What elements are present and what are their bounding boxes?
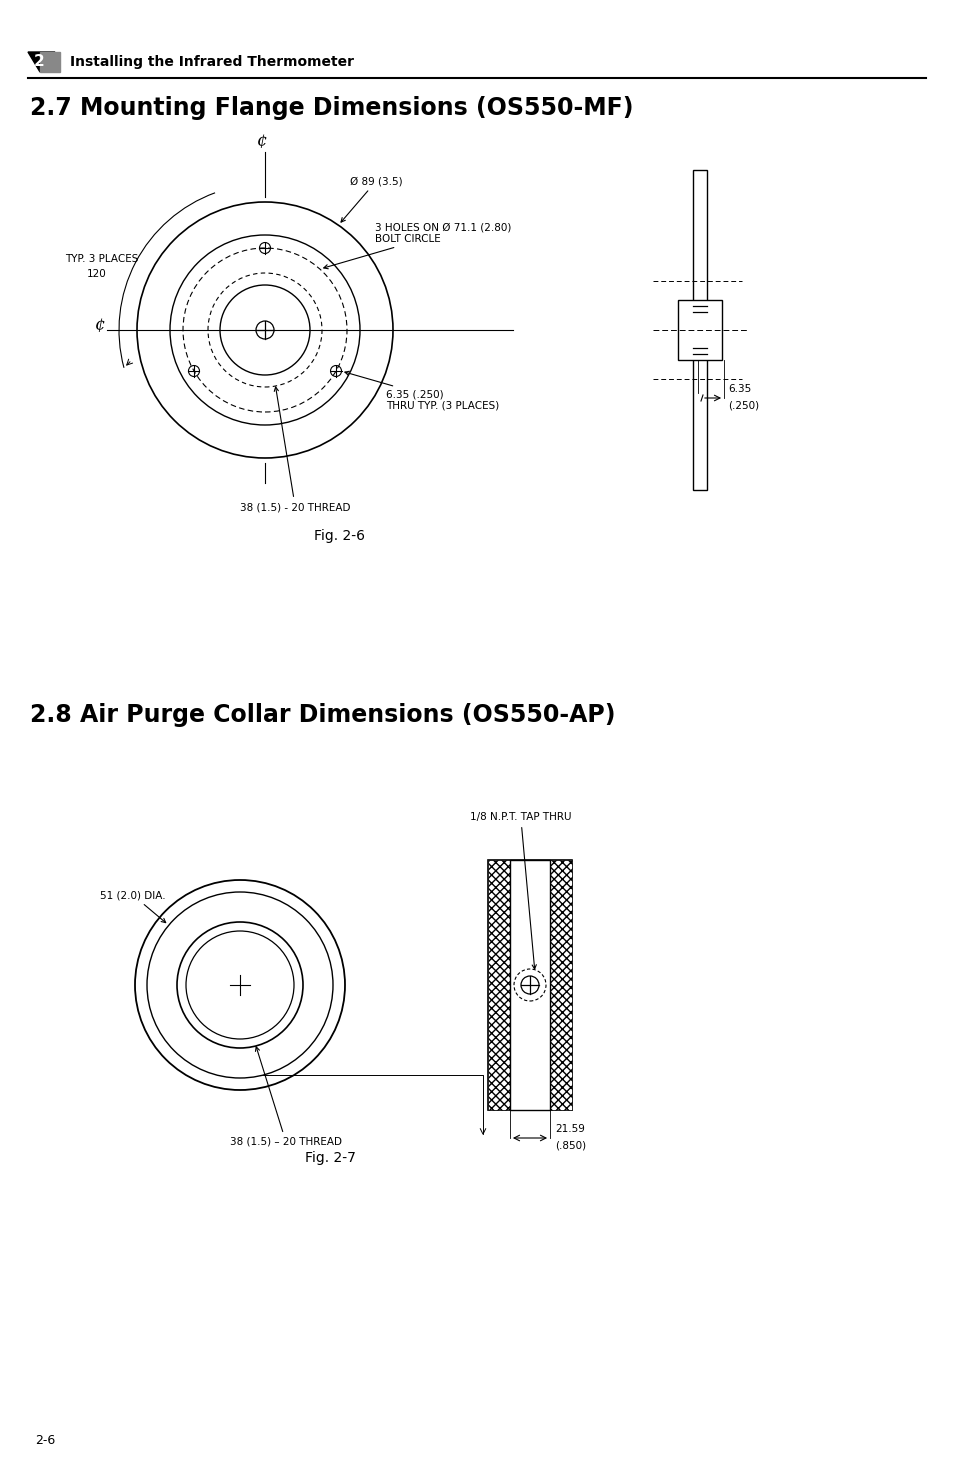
Text: Installing the Infrared Thermometer: Installing the Infrared Thermometer xyxy=(70,55,354,69)
Text: Fig. 2-7: Fig. 2-7 xyxy=(304,1150,355,1165)
Text: 38 (1.5) – 20 THREAD: 38 (1.5) – 20 THREAD xyxy=(230,1047,341,1148)
Text: 2: 2 xyxy=(33,55,45,69)
Bar xyxy=(550,860,572,1111)
Text: 2-6: 2-6 xyxy=(35,1434,55,1447)
Polygon shape xyxy=(40,52,60,72)
Text: TYP. 3 PLACES: TYP. 3 PLACES xyxy=(65,254,138,264)
Bar xyxy=(510,860,550,1111)
Text: 120: 120 xyxy=(87,268,107,279)
Text: 6.35: 6.35 xyxy=(727,384,750,394)
Text: 6.35 (.250)
THRU TYP. (3 PLACES): 6.35 (.250) THRU TYP. (3 PLACES) xyxy=(345,372,498,412)
Text: 1/8 N.P.T. TAP THRU: 1/8 N.P.T. TAP THRU xyxy=(470,813,571,969)
Bar xyxy=(692,170,706,490)
Text: 2.8 Air Purge Collar Dimensions (OS550-AP): 2.8 Air Purge Collar Dimensions (OS550-A… xyxy=(30,704,615,727)
Text: ¢: ¢ xyxy=(93,317,104,335)
Text: 21.59: 21.59 xyxy=(555,1124,584,1134)
Text: 2.7 Mounting Flange Dimensions (OS550-MF): 2.7 Mounting Flange Dimensions (OS550-MF… xyxy=(30,96,633,119)
Text: 3 HOLES ON Ø 71.1 (2.80)
BOLT CIRCLE: 3 HOLES ON Ø 71.1 (2.80) BOLT CIRCLE xyxy=(323,223,511,268)
Text: ¢: ¢ xyxy=(255,133,266,150)
Polygon shape xyxy=(28,52,55,72)
Text: (.250): (.250) xyxy=(727,400,759,410)
Bar xyxy=(488,860,572,1111)
Bar xyxy=(678,299,721,360)
Text: 51 (2.0) DIA.: 51 (2.0) DIA. xyxy=(100,889,166,923)
Text: Ø 89 (3.5): Ø 89 (3.5) xyxy=(340,176,402,223)
Text: (.850): (.850) xyxy=(555,1140,585,1150)
Text: Fig. 2-6: Fig. 2-6 xyxy=(314,530,365,543)
Bar xyxy=(488,860,510,1111)
Text: 38 (1.5) - 20 THREAD: 38 (1.5) - 20 THREAD xyxy=(240,386,350,512)
